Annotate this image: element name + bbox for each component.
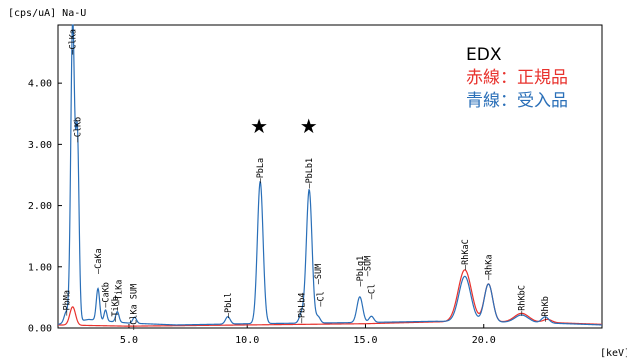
peak-label: —Cl: [317, 291, 327, 306]
peak-label: —ClKa: [69, 29, 79, 55]
star-marker: ★: [250, 114, 268, 138]
peak-label: —TiKb: [111, 296, 121, 322]
peak-label: —Cl: [367, 284, 377, 299]
peak-label-text: —ClKa SUM: [130, 284, 140, 330]
x-axis-ticks: 5.0 10.0 15.0 20.0: [120, 324, 496, 346]
peak-label-text: —PbLb4: [298, 292, 308, 323]
peak-label: —RhKaC: [461, 239, 471, 270]
peak-label: —PbLb1: [305, 158, 315, 189]
peak-label: —ClKa SUM: [130, 284, 140, 330]
series-line-received-product: [57, 24, 603, 326]
x-tick-label: 15.0: [353, 335, 377, 346]
peak-label-text: —PbMa: [62, 290, 72, 316]
x-tick-label: 20.0: [472, 335, 496, 346]
peak-label-text: —SUM: [314, 264, 324, 284]
peak-label-text: —TiKa: [114, 280, 124, 306]
peak-label: —CaKa: [94, 248, 104, 274]
peak-label: —TiKa: [114, 280, 124, 306]
peak-label-text: —RhKaC: [461, 239, 471, 270]
peak-label-text: —CaKb: [102, 282, 112, 308]
y-tick-label: 1.00: [28, 262, 52, 273]
peak-label: —PbLl: [224, 292, 234, 318]
peak-label: —SUM: [363, 256, 373, 276]
y-tick-label: 0.00: [28, 324, 52, 335]
spectrum-series: [57, 24, 603, 327]
peak-label-text: —CaKa: [94, 248, 104, 274]
peak-label-text: —PbLb1: [305, 158, 315, 189]
peak-label-text: —Cl: [367, 284, 377, 299]
plot-area-frame: [57, 24, 603, 329]
peak-label-text: —PbLl: [224, 292, 234, 318]
y-tick-label: 4.00: [28, 79, 52, 90]
peak-label-text: —RhKbC: [518, 285, 528, 316]
legend-entry-received-product: 青線：受入品: [466, 91, 568, 111]
peak-label-text: —ClKa: [69, 29, 79, 55]
peak-label: —CaKb: [102, 282, 112, 308]
y-axis-ticks: 0.00 1.00 2.00 3.00 4.00: [28, 79, 62, 335]
peak-label-text: —Cl: [317, 291, 327, 306]
peak-label-text: —RhKb: [541, 296, 551, 322]
legend-entry-regular-product: 赤線：正規品: [466, 68, 568, 88]
peak-label-text: —RhKa: [484, 255, 494, 281]
x-tick-label: 10.0: [235, 335, 259, 346]
peak-label-text: —ClKb: [73, 117, 83, 143]
peak-label: —PbLb4: [298, 292, 308, 323]
legend: EDX 赤線：正規品 青線：受入品: [466, 45, 568, 111]
legend-title: EDX: [466, 45, 502, 65]
peak-label: —RhKb: [541, 296, 551, 322]
peak-label: —ClKb: [73, 117, 83, 143]
x-tick-label: 5.0: [120, 335, 138, 346]
star-marker: ★: [300, 114, 318, 138]
peak-label-text: —PbLa: [256, 158, 266, 184]
peak-label: —PbLg1: [356, 256, 366, 287]
peak-labels: —PbMa —ClKa —ClKb —CaKa —CaKb—TiKb—TiKa —ClKa…: [62, 29, 551, 330]
peak-label-text: —SUM: [363, 256, 373, 276]
peak-label: —PbLa: [256, 158, 266, 184]
y-tick-label: 3.00: [28, 140, 52, 151]
series-line-regular-product: [57, 269, 603, 327]
peak-label-text: —TiKb: [111, 296, 121, 322]
y-tick-label: 2.00: [28, 201, 52, 212]
peak-label: —SUM: [314, 264, 324, 284]
peak-label: —RhKbC: [518, 285, 528, 316]
peak-label: —RhKa: [484, 255, 494, 281]
x-axis-label: [keV]: [600, 348, 627, 359]
y-axis-label: [cps/uA] Na-U: [8, 8, 86, 19]
star-markers: ★ ★: [250, 114, 318, 138]
peak-label-text: —PbLg1: [356, 256, 366, 287]
peak-label: —PbMa: [62, 290, 72, 316]
